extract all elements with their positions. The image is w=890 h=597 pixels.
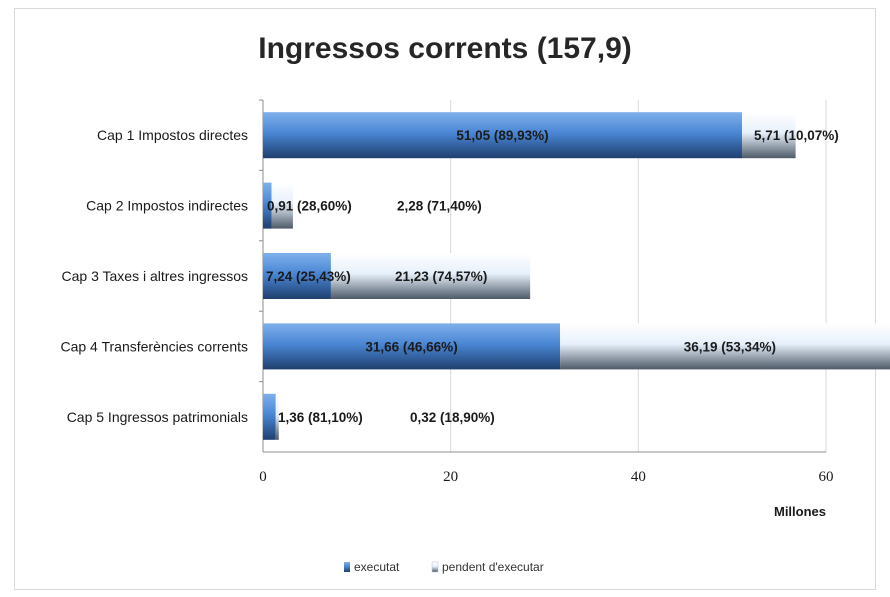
bar-executat bbox=[263, 182, 272, 229]
bar-pendent bbox=[330, 253, 531, 299]
bar-executat bbox=[263, 112, 743, 159]
bar-pendent bbox=[271, 182, 293, 229]
data-label-pendent: 0,32 (18,90%) bbox=[410, 410, 495, 425]
x-tick-label: 0 bbox=[259, 469, 267, 485]
bar-executat bbox=[263, 393, 276, 440]
data-label-pendent: 5,71 (10,07%) bbox=[754, 128, 839, 143]
x-tick-label: 60 bbox=[819, 469, 834, 485]
legend-swatch-pendent bbox=[431, 561, 439, 573]
data-label-executat: 51,05 (89,93%) bbox=[456, 128, 548, 143]
data-label-pendent: 2,28 (71,40%) bbox=[397, 199, 482, 214]
data-label-executat: 31,66 (46,66%) bbox=[365, 339, 457, 354]
data-label-executat: 7,24 (25,43%) bbox=[266, 269, 351, 284]
data-label-executat: 0,91 (28,60%) bbox=[267, 199, 352, 214]
category-label: Cap 3 Taxes i altres ingressos bbox=[62, 268, 249, 284]
bar-pendent bbox=[560, 323, 890, 370]
legend-label-executat: executat bbox=[354, 560, 400, 574]
x-axis-unit-label: Millones bbox=[774, 504, 826, 519]
category-label: Cap 1 Impostos directes bbox=[97, 127, 248, 143]
legend-label-pendent: pendent d'executar bbox=[442, 560, 544, 574]
data-label-pendent: 21,23 (74,57%) bbox=[395, 269, 487, 284]
x-tick-label: 40 bbox=[631, 469, 646, 485]
bar-executat bbox=[263, 253, 331, 299]
bar-pendent bbox=[275, 393, 279, 440]
x-tick-label: 20 bbox=[443, 469, 458, 485]
legend-swatch-executat bbox=[344, 562, 350, 572]
category-label: Cap 2 Impostos indirectes bbox=[86, 198, 248, 214]
category-label: Cap 5 Ingressos patrimonials bbox=[67, 409, 248, 425]
bar-pendent bbox=[742, 112, 796, 159]
data-label-pendent: 36,19 (53,34%) bbox=[684, 339, 776, 354]
chart-title: Ingressos corrents (157,9) bbox=[258, 32, 632, 65]
bar-executat bbox=[263, 323, 561, 370]
data-label-executat: 1,36 (81,10%) bbox=[278, 410, 363, 425]
category-label: Cap 4 Transferències corrents bbox=[60, 338, 248, 354]
